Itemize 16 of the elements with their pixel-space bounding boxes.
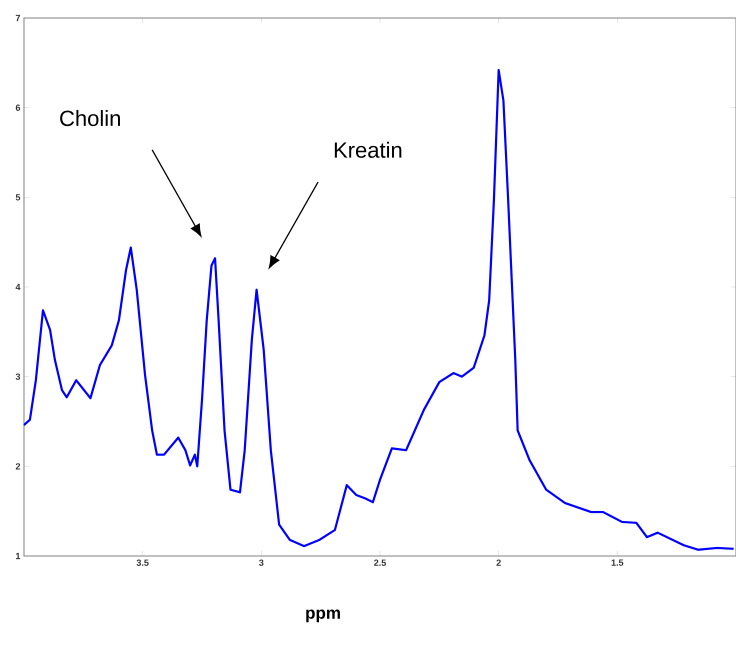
y-tick-label: 2 <box>16 463 20 470</box>
line-series <box>22 68 735 551</box>
x-tick-label: 2 <box>496 560 501 566</box>
y-tick-label: 1 <box>16 552 20 560</box>
annotation: Kreatin <box>334 142 402 158</box>
x-axis-title: ppm <box>306 610 340 622</box>
y-tick-label: 7 <box>16 14 20 22</box>
annotation: Cholin <box>60 110 120 126</box>
x-tick-label: 1.5 <box>612 560 624 566</box>
y-tick-label: 5 <box>16 194 20 200</box>
x-tick-label: 3 <box>259 560 264 566</box>
x-tick-label: 2.5 <box>374 560 386 566</box>
y-tick-label: 4 <box>16 284 20 290</box>
y-tick-label: 3 <box>16 373 20 380</box>
y-tick-label: 6 <box>16 104 20 111</box>
x-tick-label: 3.5 <box>136 560 149 566</box>
